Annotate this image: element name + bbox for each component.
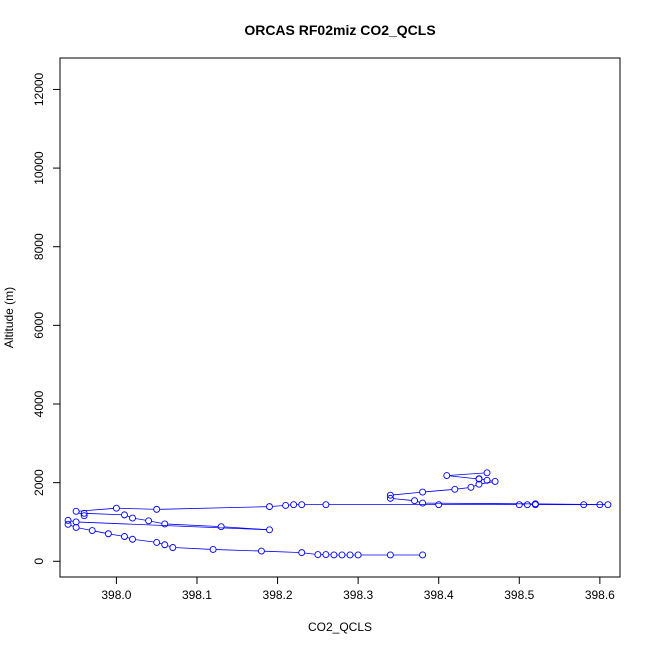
series-segment — [111, 534, 121, 536]
data-point — [283, 502, 289, 508]
series-segment — [305, 553, 315, 554]
y-tick-label: 2000 — [32, 469, 46, 496]
data-point — [355, 552, 361, 558]
x-tick-label: 398.5 — [504, 588, 534, 602]
data-point — [105, 531, 111, 537]
data-point — [162, 542, 168, 548]
series-segment — [135, 519, 145, 521]
data-point — [266, 504, 272, 510]
data-point — [347, 552, 353, 558]
data-point — [484, 477, 490, 483]
data-point — [299, 550, 305, 556]
data-point — [387, 552, 393, 558]
data-point — [420, 489, 426, 495]
y-axis-label: Altitude (m) — [2, 287, 16, 348]
x-tick-label: 398.2 — [263, 588, 293, 602]
series-segment — [216, 550, 258, 551]
data-point — [331, 552, 337, 558]
series-segment — [264, 551, 298, 552]
data-point — [218, 524, 224, 530]
data-point — [444, 473, 450, 479]
data-point — [323, 552, 329, 558]
data-point — [154, 506, 160, 512]
data-point — [154, 539, 160, 545]
data-point — [420, 552, 426, 558]
data-point — [210, 546, 216, 552]
x-axis: 398.0 398.1 398.2 398.3 398.4 398.5 398.6 — [101, 577, 615, 602]
chart-title: ORCAS RF02miz CO2_QCLS — [244, 22, 435, 38]
y-tick-label: 10000 — [32, 151, 46, 185]
data-point — [170, 545, 176, 551]
plot-frame — [60, 58, 620, 577]
data-point — [516, 502, 522, 508]
data-point — [524, 502, 530, 508]
series-segment — [79, 522, 266, 530]
data-point — [113, 505, 119, 511]
series-segment — [393, 499, 411, 501]
x-tick-label: 398.0 — [101, 588, 131, 602]
data-point — [130, 515, 136, 521]
x-axis-label: CO2_QCLS — [308, 620, 372, 634]
y-tick-label: 0 — [32, 558, 46, 565]
data-point — [121, 534, 127, 540]
data-point — [130, 536, 136, 542]
x-tick-label: 398.6 — [585, 588, 615, 602]
data-point — [452, 486, 458, 492]
y-tick-label: 8000 — [32, 233, 46, 260]
data-point — [73, 508, 79, 514]
series-layer — [65, 470, 611, 558]
data-point — [299, 502, 305, 508]
data-point — [258, 548, 264, 554]
y-tick-label: 6000 — [32, 312, 46, 339]
data-point — [162, 521, 168, 527]
series-segment — [426, 490, 452, 492]
series-segment — [119, 508, 153, 509]
series-segment — [160, 507, 267, 510]
data-point — [468, 484, 474, 490]
data-point — [89, 528, 95, 534]
series-segment — [152, 521, 162, 523]
data-point — [121, 512, 127, 518]
data-point — [65, 517, 71, 523]
series-segment — [393, 492, 419, 495]
x-tick-label: 398.1 — [182, 588, 212, 602]
data-point — [420, 500, 426, 506]
series-segment — [450, 476, 476, 479]
data-point — [412, 498, 418, 504]
y-tick-label: 12000 — [32, 72, 46, 106]
x-tick-label: 398.4 — [424, 588, 454, 602]
data-point — [492, 478, 498, 484]
series-segment — [458, 488, 468, 489]
series-segment — [272, 506, 282, 507]
data-point — [291, 502, 297, 508]
data-point — [605, 502, 611, 508]
data-point — [315, 552, 321, 558]
data-point — [436, 502, 442, 508]
y-axis: 0 2000 4000 6000 8000 10000 12000 — [32, 72, 60, 564]
series-segment — [79, 528, 89, 530]
data-point — [146, 518, 152, 524]
series-segment — [450, 473, 484, 475]
series-segment — [87, 513, 121, 514]
data-point — [484, 470, 490, 476]
x-tick-label: 398.3 — [343, 588, 373, 602]
y-tick-label: 4000 — [32, 390, 46, 417]
series-segment — [95, 531, 105, 533]
series-segment — [176, 548, 210, 550]
data-point — [339, 552, 345, 558]
data-point — [323, 502, 329, 508]
series-segment — [135, 540, 153, 542]
data-point — [266, 527, 272, 533]
